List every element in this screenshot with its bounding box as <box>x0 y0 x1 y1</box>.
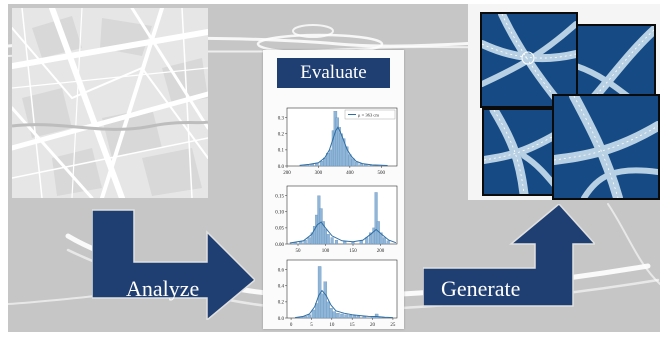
hist-bar <box>352 315 356 319</box>
x-tick-label: 500 <box>378 171 386 176</box>
hist-bar <box>351 241 355 245</box>
evaluate-title: Evaluate <box>277 58 390 88</box>
y-tick-label: 0.0 <box>278 165 285 170</box>
hist-bar <box>348 315 352 319</box>
y-tick-label: 0.2 <box>278 133 285 138</box>
hist-bar <box>379 232 383 245</box>
analyze-label: Analyze <box>126 276 200 301</box>
hist-bar <box>326 301 330 319</box>
hist-bar <box>374 313 379 319</box>
y-tick-label: 0.05 <box>275 227 284 232</box>
analyze-arrow <box>92 209 255 320</box>
hist-bar <box>334 239 339 245</box>
x-tick-label: 5 <box>310 323 313 328</box>
plot-frame <box>286 259 398 319</box>
hist-bar <box>320 293 325 319</box>
hist-bar <box>370 316 375 319</box>
legend-box <box>344 109 396 120</box>
hist-bar <box>362 316 367 319</box>
hist-bar <box>374 192 378 245</box>
x-tick-label: 200 <box>283 171 291 176</box>
legend-label: μ = 363 cm <box>358 112 379 117</box>
hist-bar <box>303 316 308 319</box>
hist-bar <box>369 232 373 245</box>
x-tick-label: 300 <box>315 171 323 176</box>
x-tick-label: 50 <box>296 249 302 254</box>
evaluate-panel: Evaluate 200 300 400 500 0.0 0.1 0.2 0.3 μ = 363… <box>263 50 404 329</box>
y-tick-label: 0.6 <box>278 268 285 273</box>
hist-bar <box>343 241 347 245</box>
y-tick-label: 0.10 <box>275 211 284 216</box>
x-tick-label: 150 <box>349 249 357 254</box>
hist-bar <box>386 240 390 245</box>
hist-bar <box>332 311 336 319</box>
kde-line <box>289 221 397 244</box>
hist-bar <box>382 237 386 245</box>
y-tick-label: 0.00 <box>275 243 284 248</box>
x-tick-label: 0 <box>290 323 293 328</box>
kde-line <box>295 289 393 319</box>
y-tick-label: 0.2 <box>278 301 285 306</box>
road-tile-1 <box>480 12 578 108</box>
y-tick-label: 0.15 <box>275 194 284 199</box>
generated-roads-panel <box>468 4 660 200</box>
generate-arrow <box>423 204 595 307</box>
hist-bar <box>330 237 334 245</box>
hist-bar <box>315 303 319 319</box>
hist-bar <box>351 158 355 167</box>
city-map-drawing <box>12 8 208 198</box>
hist-bar <box>311 309 316 319</box>
y-tick-label: 0.4 <box>278 285 285 290</box>
hist-bar <box>344 314 348 319</box>
hist-bar <box>326 234 330 245</box>
x-tick-label: 200 <box>377 249 385 254</box>
hist-bar <box>355 161 359 167</box>
y-tick-label: 0.0 <box>278 317 285 322</box>
x-tick-label: 400 <box>346 171 354 176</box>
road-tile-4 <box>552 94 660 200</box>
histogram-1: 200 300 400 500 0.0 0.1 0.2 0.3 μ = 363 cm <box>278 107 398 176</box>
hist-bar <box>307 314 312 319</box>
hist-bar <box>356 315 361 319</box>
x-tick-label: 15 <box>350 323 356 328</box>
hist-bar <box>359 240 363 245</box>
x-tick-label: 10 <box>329 323 335 328</box>
hist-bar <box>307 237 311 245</box>
x-tick-label: 25 <box>390 323 396 328</box>
histogram-2: 50 100 150 200 0.00 0.05 0.10 0.15 <box>275 185 398 254</box>
hist-bar <box>319 161 324 167</box>
hist-bar <box>293 242 297 245</box>
histogram-3: 0 5 10 15 20 25 0.0 0.2 0.4 0.6 <box>278 259 398 328</box>
hist-bar <box>340 313 344 319</box>
hist-bar <box>323 281 328 319</box>
y-tick-label: 0.1 <box>278 149 285 154</box>
city-map-image <box>12 8 208 198</box>
kde-line <box>299 126 388 166</box>
x-tick-label: 100 <box>322 249 330 254</box>
x-tick-label: 20 <box>370 323 376 328</box>
y-tick-label: 0.3 <box>278 116 285 121</box>
hist-bar <box>336 313 340 319</box>
generate-label: Generate <box>441 276 521 301</box>
hist-bar <box>329 308 333 319</box>
hist-bar <box>323 229 328 245</box>
